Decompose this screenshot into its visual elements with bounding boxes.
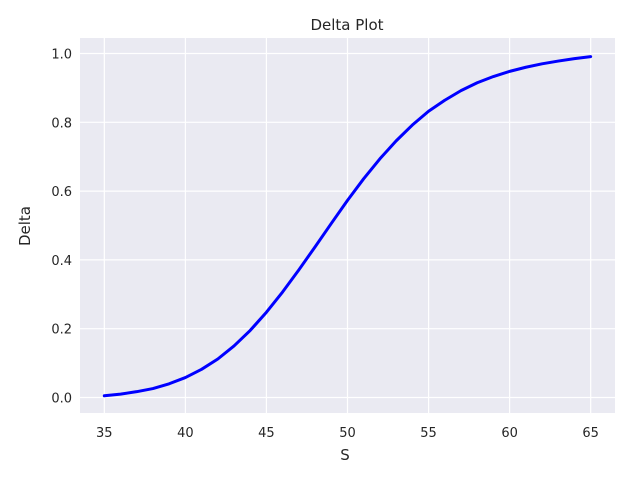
x-tick-label: 45	[258, 426, 275, 441]
x-tick-label: 40	[177, 426, 194, 441]
y-tick-label: 0.4	[51, 254, 72, 269]
y-tick-label: 0.0	[51, 392, 72, 407]
y-tick-label: 1.0	[51, 47, 72, 62]
x-tick-label: 60	[501, 426, 518, 441]
chart-title: Delta Plot	[310, 16, 383, 34]
x-tick-labels: 35 40 45 50 55 60 65	[96, 426, 599, 441]
y-tick-labels: 0.0 0.2 0.4 0.6 0.8 1.0	[51, 47, 72, 406]
x-tick-label: 65	[582, 426, 599, 441]
x-tick-label: 35	[96, 426, 113, 441]
x-tick-label: 50	[339, 426, 356, 441]
y-tick-label: 0.2	[51, 323, 72, 338]
x-axis-label: S	[340, 446, 350, 464]
y-tick-label: 0.8	[51, 116, 72, 131]
x-tick-label: 55	[420, 426, 437, 441]
series-layer	[102, 55, 593, 398]
delta-series-line	[102, 55, 593, 398]
gridlines	[80, 38, 615, 413]
y-axis-label: Delta	[16, 206, 34, 246]
y-tick-label: 0.6	[51, 185, 72, 200]
